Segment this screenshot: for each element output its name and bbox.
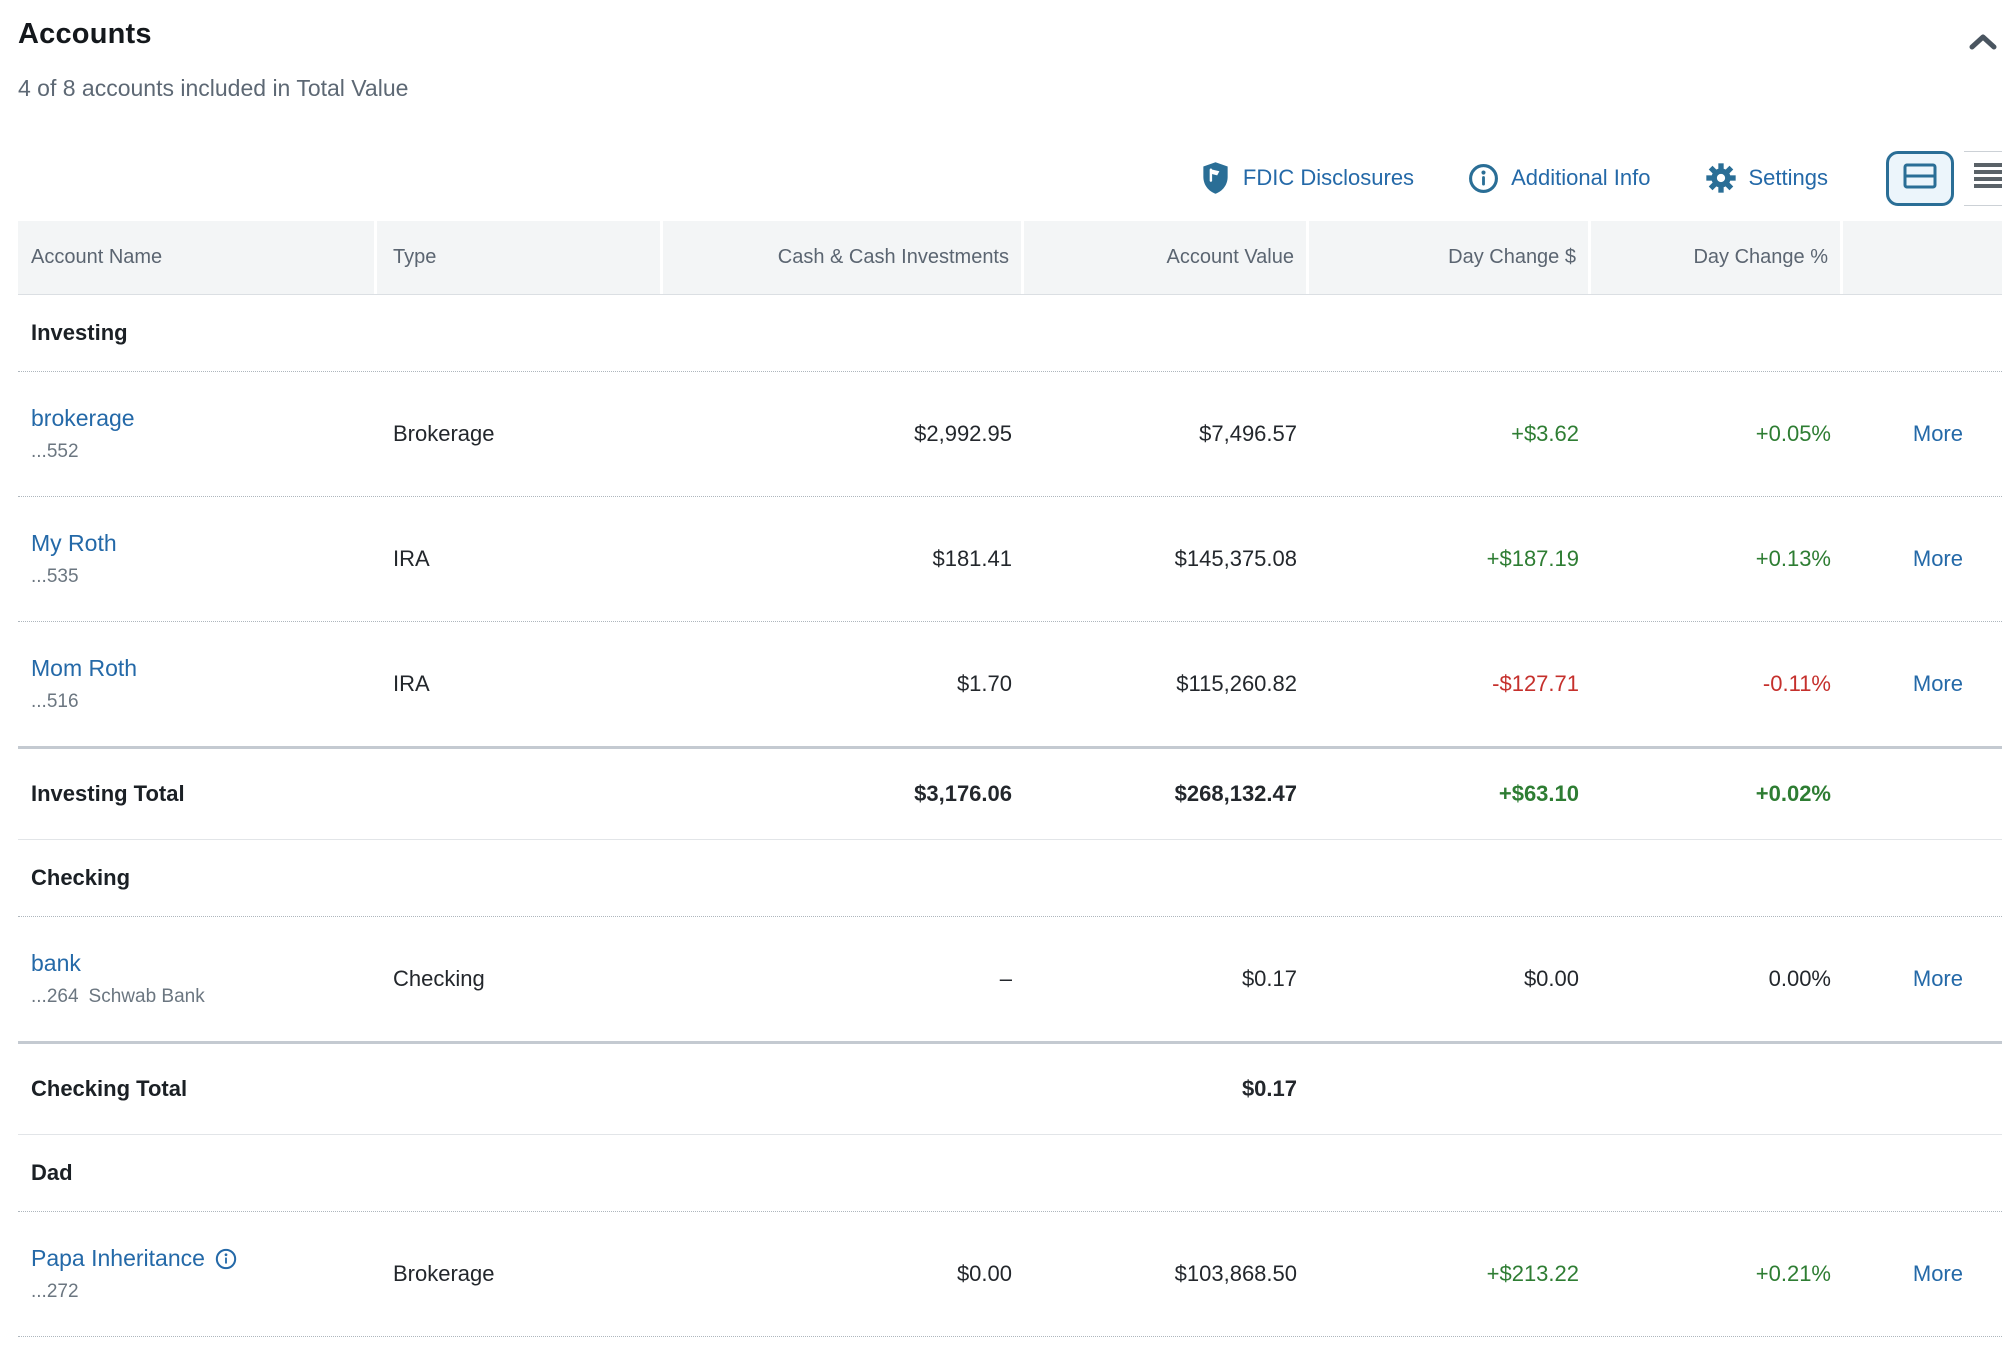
row-divider xyxy=(18,916,2002,917)
day-change-percent: +0.13% xyxy=(1755,546,1831,571)
row-divider xyxy=(18,1211,2002,1212)
total-divider xyxy=(18,1041,2002,1044)
account-type: IRA xyxy=(393,546,430,571)
total-divider xyxy=(18,746,2002,749)
account-type: Brokerage xyxy=(393,1261,495,1286)
column-header-actions xyxy=(1843,221,2002,294)
bank-name-label: Schwab Bank xyxy=(88,986,205,1007)
account-number-suffix: ...272 xyxy=(31,1281,79,1302)
list-view-toggle-button[interactable] xyxy=(1964,150,2002,206)
info-circle-icon xyxy=(1468,163,1499,194)
fdic-shield-icon xyxy=(1200,161,1231,195)
column-header-type: Type xyxy=(377,221,663,294)
day-change-percent: -0.11% xyxy=(1762,671,1831,696)
total-day-change-percent: +0.02% xyxy=(1755,781,1831,806)
account-name-link[interactable]: Papa Inheritance xyxy=(31,1245,205,1271)
day-change-dollar: $0.00 xyxy=(1523,966,1579,991)
section-divider xyxy=(18,1134,2002,1135)
account-name-link[interactable]: My Roth xyxy=(31,530,117,556)
day-change-dollar: +$3.62 xyxy=(1511,421,1579,446)
split-view-toggle-button-selected[interactable] xyxy=(1886,150,1954,206)
cash-value: $181.41 xyxy=(932,546,1012,571)
settings-link[interactable]: Settings xyxy=(1705,162,1829,194)
column-header-cash: Cash & Cash Investments xyxy=(663,221,1024,294)
group-label: Dad xyxy=(31,1160,73,1185)
row-divider xyxy=(18,371,2002,372)
account-type: Checking xyxy=(393,966,485,991)
split-view-icon xyxy=(1902,162,1938,195)
additional-info-label: Additional Info xyxy=(1511,165,1651,190)
account-value: $7,496.57 xyxy=(1199,421,1297,446)
account-name-link[interactable]: brokerage xyxy=(31,405,135,431)
total-account-value: $268,132.47 xyxy=(1174,781,1297,806)
cash-value: $0.00 xyxy=(956,1261,1012,1286)
column-header-day-change-dollar: Day Change $ xyxy=(1309,221,1591,294)
account-value: $0.17 xyxy=(1241,966,1297,991)
list-view-icon xyxy=(1974,162,2002,195)
more-link[interactable]: More xyxy=(1912,671,1963,696)
page-title: Accounts xyxy=(18,18,152,50)
gear-icon xyxy=(1705,162,1737,194)
account-number-suffix: ...552 xyxy=(31,441,79,462)
column-header-account-name: Account Name xyxy=(18,221,377,294)
account-name-link[interactable]: bank xyxy=(31,950,81,976)
settings-label: Settings xyxy=(1748,165,1829,190)
more-link[interactable]: More xyxy=(1912,966,1963,991)
account-type: Brokerage xyxy=(393,421,495,446)
account-info-icon[interactable] xyxy=(215,1248,237,1270)
total-day-change-dollar: +$63.10 xyxy=(1498,781,1579,806)
day-change-percent: +0.05% xyxy=(1755,421,1831,446)
view-toggle-group xyxy=(1886,150,2002,206)
checking-total-row: Checking Total $0.17 xyxy=(18,1044,2002,1134)
account-value: $145,375.08 xyxy=(1174,546,1297,571)
group-header-checking: Checking xyxy=(18,840,2002,916)
group-label: Checking xyxy=(31,865,131,890)
row-divider xyxy=(18,1336,2002,1337)
accounts-toolbar: FDIC Disclosures Additional Info xyxy=(18,150,2002,206)
total-label: Investing Total xyxy=(31,781,185,806)
cash-value: – xyxy=(999,966,1012,991)
group-header-dad: Dad xyxy=(18,1135,2002,1211)
investing-total-row: Investing Total $3,176.06 $268,132.47 +$… xyxy=(18,749,2002,839)
fdic-disclosures-label: FDIC Disclosures xyxy=(1242,165,1415,190)
account-row-mom-roth: Mom Roth ...516 IRA $1.70 $115,260.82 -$… xyxy=(18,622,2002,746)
account-type: IRA xyxy=(393,671,430,696)
cash-value: $1.70 xyxy=(956,671,1012,696)
account-row-my-roth: My Roth ...535 IRA $181.41 $145,375.08 +… xyxy=(18,497,2002,621)
cash-value: $2,992.95 xyxy=(914,421,1012,446)
group-label: Investing xyxy=(31,320,128,345)
section-divider xyxy=(18,839,2002,840)
row-divider xyxy=(18,621,2002,622)
accounts-included-summary: 4 of 8 accounts included in Total Value xyxy=(18,75,409,101)
account-value: $103,868.50 xyxy=(1174,1261,1297,1286)
account-number-suffix: ...264 Schwab Bank xyxy=(31,986,205,1007)
account-number-suffix: ...516 xyxy=(31,691,79,712)
account-number-suffix: ...535 xyxy=(31,566,79,587)
account-row-brokerage: brokerage ...552 Brokerage $2,992.95 $7,… xyxy=(18,372,2002,496)
account-value: $115,260.82 xyxy=(1176,671,1297,696)
more-link[interactable]: More xyxy=(1912,421,1963,446)
day-change-percent: 0.00% xyxy=(1768,966,1831,991)
total-label: Checking Total xyxy=(31,1076,188,1101)
accounts-table-header: Account Name Type Cash & Cash Investment… xyxy=(18,221,2002,295)
account-row-papa-inheritance: Papa Inheritance ...272 Brokerage $0.00 … xyxy=(18,1212,2002,1336)
row-divider xyxy=(18,496,2002,497)
total-cash: $3,176.06 xyxy=(914,781,1012,806)
additional-info-link[interactable]: Additional Info xyxy=(1468,163,1651,194)
column-header-day-change-percent: Day Change % xyxy=(1591,221,1843,294)
more-link[interactable]: More xyxy=(1912,1261,1963,1286)
collapse-section-chevron-up-icon[interactable] xyxy=(1968,32,1998,52)
fdic-disclosures-link[interactable]: FDIC Disclosures xyxy=(1200,161,1414,195)
more-link[interactable]: More xyxy=(1912,546,1963,571)
day-change-dollar: +$187.19 xyxy=(1486,546,1579,571)
group-header-investing: Investing xyxy=(18,295,2002,371)
total-account-value: $0.17 xyxy=(1241,1076,1297,1101)
day-change-dollar: -$127.71 xyxy=(1492,671,1579,696)
day-change-dollar: +$213.22 xyxy=(1486,1261,1579,1286)
day-change-percent: +0.21% xyxy=(1755,1261,1831,1286)
account-name-link[interactable]: Mom Roth xyxy=(31,655,138,681)
column-header-account-value: Account Value xyxy=(1024,221,1309,294)
account-row-bank: bank ...264 Schwab Bank Checking – $0.17 … xyxy=(18,917,2002,1041)
